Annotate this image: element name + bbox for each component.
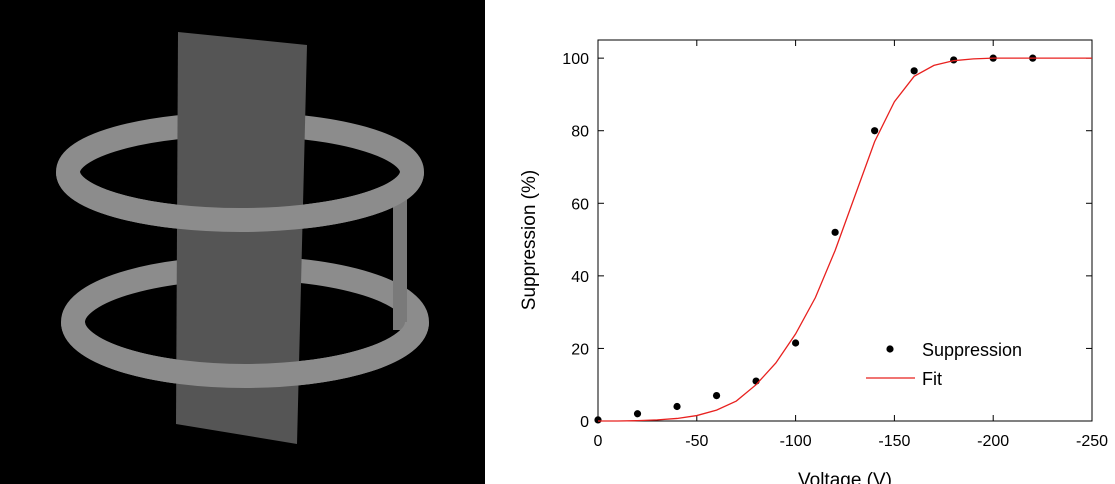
data-point xyxy=(713,392,720,399)
post xyxy=(393,195,407,330)
data-point xyxy=(911,67,918,74)
data-point xyxy=(792,339,799,346)
legend-label: Suppression xyxy=(922,340,1022,360)
x-axis-label: Voltage (V) xyxy=(798,470,892,484)
y-tick-label: 60 xyxy=(571,196,589,213)
x-tick-label: 0 xyxy=(594,433,603,450)
x-tick-label: -250 xyxy=(1076,433,1108,450)
y-tick-label: 40 xyxy=(571,269,589,286)
data-point xyxy=(594,416,601,423)
data-point xyxy=(673,403,680,410)
y-tick-label: 80 xyxy=(571,124,589,141)
figure: Suppression (%) Voltage (V) 0 20 40 60 80 100… xyxy=(0,0,1115,484)
x-tick-label: -100 xyxy=(780,433,812,450)
legend-marker xyxy=(886,345,893,352)
y-tick-label: 100 xyxy=(562,51,589,68)
data-point xyxy=(832,229,839,236)
legend-label: Fit xyxy=(922,369,942,389)
fit-line xyxy=(598,58,1092,421)
y-tick-label: 0 xyxy=(580,414,589,431)
x-tick-label: -50 xyxy=(685,433,708,450)
data-point xyxy=(634,410,641,417)
x-tick-label: -150 xyxy=(878,433,910,450)
data-point xyxy=(871,127,878,134)
page: Suppression (%) Voltage (V) 0 20 40 60 80 100… xyxy=(0,0,1115,484)
y-axis-label: Suppression (%) xyxy=(519,170,540,310)
render-3d xyxy=(0,0,485,484)
y-tick-label: 20 xyxy=(571,341,589,358)
plot-frame xyxy=(598,40,1092,421)
x-tick-label: -200 xyxy=(977,433,1009,450)
